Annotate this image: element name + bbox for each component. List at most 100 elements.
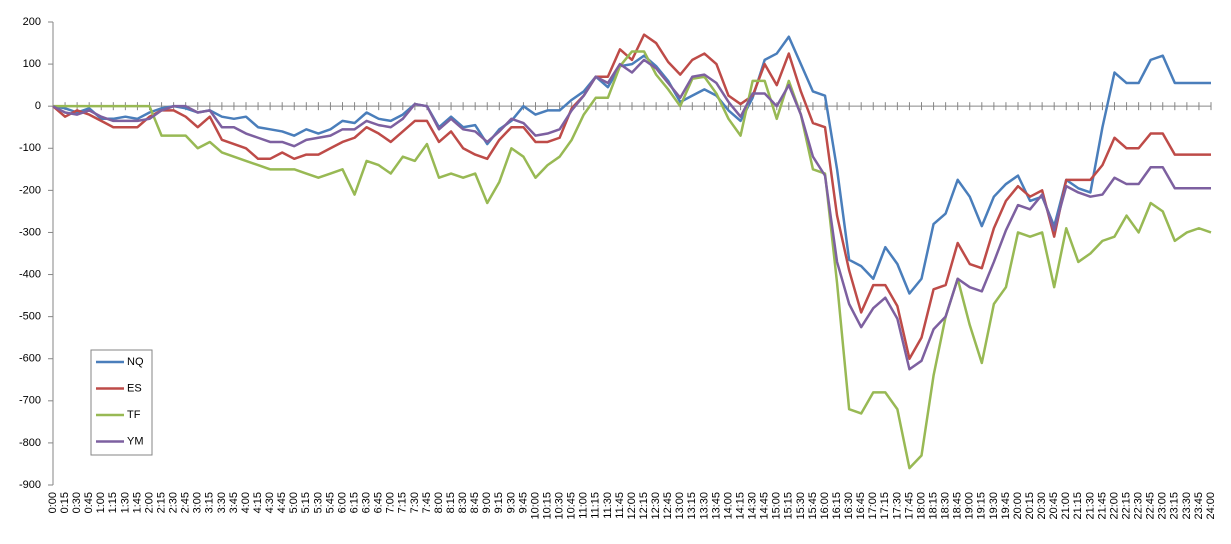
x-tick-label: 4:00 xyxy=(240,492,252,513)
x-tick-label: 5:15 xyxy=(300,492,312,513)
x-tick-label: 7:00 xyxy=(385,492,397,513)
x-tick-label: 17:30 xyxy=(891,492,903,520)
x-tick-label: 11:30 xyxy=(602,492,614,519)
y-tick-label: -500 xyxy=(19,311,41,323)
x-tick-label: 21:00 xyxy=(1060,492,1072,520)
x-tick-label: 13:15 xyxy=(686,492,698,520)
y-tick-label: 200 xyxy=(23,16,41,28)
x-tick-label: 19:45 xyxy=(1000,492,1012,520)
x-tick-label: 0:15 xyxy=(59,492,71,513)
x-tick-label: 8:45 xyxy=(469,492,481,513)
x-tick-label: 6:30 xyxy=(361,492,373,513)
x-tick-label: 20:45 xyxy=(1048,492,1060,520)
x-tick-label: 23:00 xyxy=(1157,492,1169,520)
y-tick-label: -700 xyxy=(19,395,41,407)
x-tick-label: 0:30 xyxy=(71,492,83,513)
x-tick-label: 10:00 xyxy=(529,492,541,520)
x-tick-label: 13:30 xyxy=(698,492,710,520)
x-tick-label: 17:00 xyxy=(867,492,879,520)
x-tick-label: 13:00 xyxy=(674,492,686,520)
x-tick-label: 14:30 xyxy=(747,492,759,520)
x-tick-label: 0:45 xyxy=(83,492,95,513)
legend-label: ES xyxy=(127,382,142,394)
x-tick-label: 14:45 xyxy=(759,492,771,520)
y-tick-label: -900 xyxy=(19,479,41,491)
x-tick-label: 21:15 xyxy=(1072,492,1084,520)
x-tick-label: 7:15 xyxy=(397,492,409,513)
x-tick-label: 18:15 xyxy=(927,492,939,520)
x-tick-label: 4:15 xyxy=(252,492,264,513)
x-tick-label: 1:15 xyxy=(107,492,119,513)
x-tick-label: 14:00 xyxy=(722,492,734,520)
y-tick-label: -200 xyxy=(19,184,41,196)
x-tick-label: 9:30 xyxy=(505,492,517,513)
x-tick-label: 22:15 xyxy=(1120,492,1132,520)
x-tick-label: 23:45 xyxy=(1193,492,1205,520)
x-tick-label: 20:15 xyxy=(1024,492,1036,520)
x-tick-label: 22:00 xyxy=(1108,492,1120,520)
x-tick-label: 10:45 xyxy=(566,492,578,520)
x-tick-label: 15:00 xyxy=(771,492,783,520)
x-tick-label: 22:45 xyxy=(1145,492,1157,520)
x-tick-label: 4:30 xyxy=(264,492,276,513)
legend-label: TF xyxy=(127,409,141,421)
x-tick-label: 3:30 xyxy=(216,492,228,513)
x-tick-label: 12:30 xyxy=(650,492,662,520)
x-tick-label: 20:30 xyxy=(1036,492,1048,520)
y-tick-label: 0 xyxy=(35,100,41,112)
legend: NQ ES TF YM xyxy=(90,349,153,456)
x-tick-label: 13:45 xyxy=(710,492,722,520)
x-tick-label: 16:30 xyxy=(843,492,855,520)
x-tick-label: 19:15 xyxy=(976,492,988,520)
x-tick-label: 24:00 xyxy=(1205,492,1217,520)
x-tick-label: 11:45 xyxy=(614,492,626,519)
y-tick-label: -400 xyxy=(19,268,41,280)
x-tick-label: 19:30 xyxy=(988,492,1000,520)
x-tick-label: 15:45 xyxy=(807,492,819,520)
x-tick-label: 12:45 xyxy=(662,492,674,520)
legend-label: NQ xyxy=(127,356,144,368)
series-line xyxy=(52,58,1211,371)
x-tick-label: 23:15 xyxy=(1169,492,1181,520)
x-tick-label: 15:15 xyxy=(783,492,795,520)
x-tick-label: 15:30 xyxy=(795,492,807,520)
y-tick-label: 100 xyxy=(23,58,41,70)
x-tick-label: 6:00 xyxy=(336,492,348,513)
series-line xyxy=(52,33,1211,360)
x-tick-label: 1:00 xyxy=(95,492,107,513)
x-tick-label: 8:00 xyxy=(433,492,445,513)
x-tick-label: 11:00 xyxy=(578,492,590,519)
x-tick-label: 6:45 xyxy=(373,492,385,513)
x-tick-label: 2:30 xyxy=(168,492,180,513)
x-tick-label: 16:15 xyxy=(831,492,843,520)
x-tick-label: 3:45 xyxy=(228,492,240,513)
x-tick-label: 7:30 xyxy=(409,492,421,513)
x-tick-label: 2:45 xyxy=(180,492,192,513)
y-tick-label: -800 xyxy=(19,437,41,449)
y-tick-label: -100 xyxy=(19,142,41,154)
x-tick-label: 16:45 xyxy=(855,492,867,520)
x-tick-label: 18:45 xyxy=(952,492,964,520)
x-tick-label: 11:15 xyxy=(590,492,602,519)
series-line xyxy=(52,35,1211,295)
x-tick-label: 5:00 xyxy=(288,492,300,513)
x-tick-label: 12:15 xyxy=(638,492,650,520)
x-tick-label: 8:30 xyxy=(457,492,469,513)
x-tick-label: 17:45 xyxy=(903,492,915,520)
x-tick-label: 23:30 xyxy=(1181,492,1193,520)
x-tick-label: 21:30 xyxy=(1084,492,1096,520)
x-tick-label: 17:15 xyxy=(879,492,891,520)
x-tick-label: 10:30 xyxy=(554,492,566,520)
x-tick-label: 1:45 xyxy=(131,492,143,513)
x-tick-label: 21:45 xyxy=(1096,492,1108,520)
x-tick-label: 7:45 xyxy=(421,492,433,513)
x-tick-label: 10:15 xyxy=(541,492,553,520)
x-tick-label: 8:15 xyxy=(445,492,457,513)
x-tick-label: 18:00 xyxy=(915,492,927,520)
x-tick-label: 3:15 xyxy=(204,492,216,513)
x-tick-label: 20:00 xyxy=(1012,492,1024,520)
x-tick-label: 22:30 xyxy=(1133,492,1145,520)
series-line xyxy=(53,50,1212,470)
x-tick-label: 3:00 xyxy=(192,492,204,513)
